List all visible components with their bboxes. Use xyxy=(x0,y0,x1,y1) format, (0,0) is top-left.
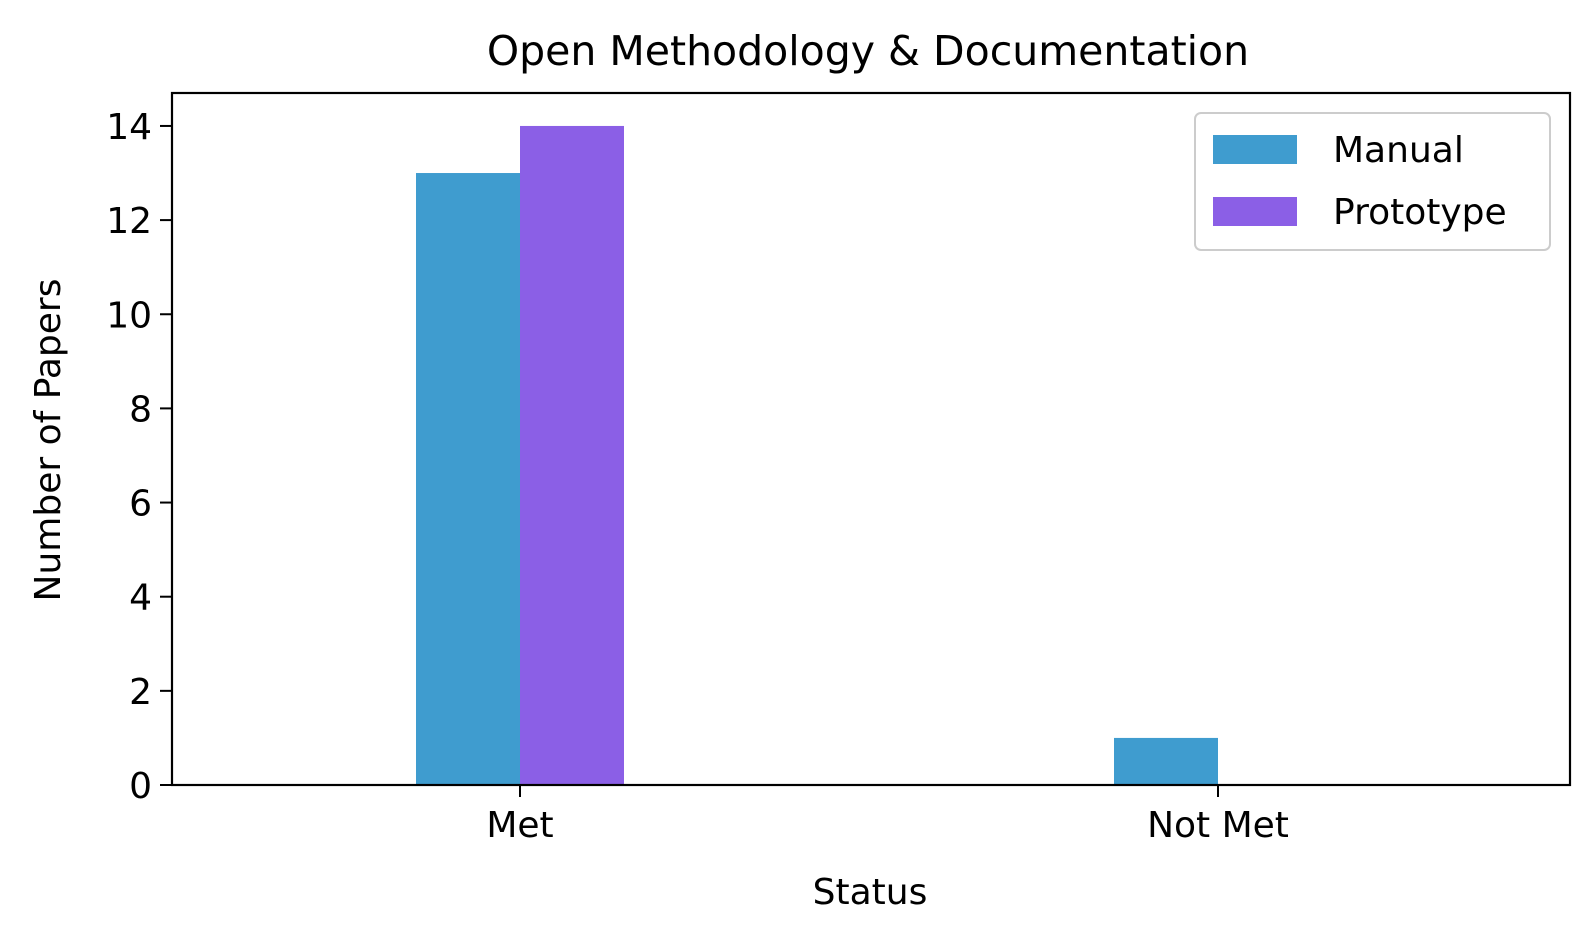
x-tick-label: Met xyxy=(486,805,553,846)
bar-manual-met xyxy=(416,173,520,785)
bars-group xyxy=(416,125,1218,785)
legend-label-prototype: Prototype xyxy=(1333,192,1507,233)
legend-swatch-prototype xyxy=(1213,197,1297,226)
y-tick-label: 0 xyxy=(129,766,152,807)
legend-label-manual: Manual xyxy=(1333,130,1464,171)
y-tick-label: 10 xyxy=(106,295,152,336)
y-tick-label: 14 xyxy=(106,107,152,148)
y-tick-label: 2 xyxy=(129,672,152,713)
legend-swatch-manual xyxy=(1213,135,1297,164)
y-tick-label: 8 xyxy=(129,389,152,430)
legend: Manual Prototype xyxy=(1194,112,1551,251)
x-axis-ticks: Met Not Met xyxy=(486,785,1289,846)
bar-manual-not-met xyxy=(1114,737,1218,785)
plot-frame xyxy=(170,91,1572,787)
y-axis-ticks: 0 2 4 6 8 10 12 14 xyxy=(106,107,172,807)
bar-prototype-met xyxy=(520,125,624,785)
y-tick-label: 4 xyxy=(129,578,152,619)
y-axis-label: Number of Papers xyxy=(28,279,69,602)
x-tick-label: Not Met xyxy=(1147,805,1289,846)
y-tick-label: 6 xyxy=(129,484,152,525)
x-axis-label: Status xyxy=(813,872,928,913)
y-tick-label: 12 xyxy=(106,201,152,242)
chart-title: Open Methodology & Documentation xyxy=(487,27,1249,75)
